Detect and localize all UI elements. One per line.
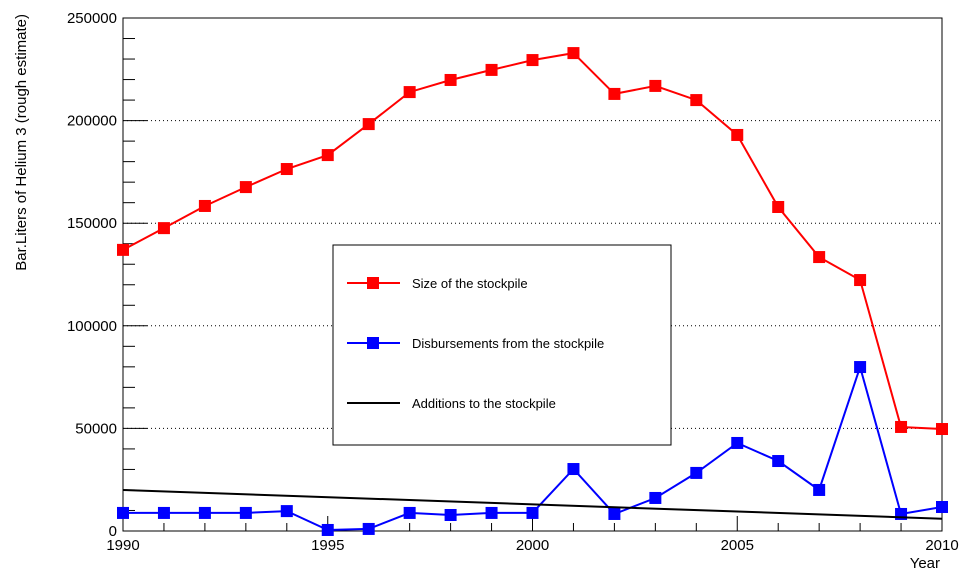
marker — [362, 522, 375, 535]
marker — [813, 251, 826, 264]
marker — [567, 47, 580, 60]
marker — [526, 54, 539, 67]
y-tick-label: 250000 — [67, 10, 117, 27]
marker — [895, 420, 908, 433]
x-tick-label: 1995 — [311, 537, 344, 554]
x-tick-label: 2000 — [516, 537, 549, 554]
x-tick-label: 1990 — [106, 537, 139, 554]
marker — [895, 507, 908, 520]
marker — [936, 500, 948, 513]
series-line — [122, 489, 943, 520]
legend-label: Disbursements from the stockpile — [412, 336, 604, 351]
marker — [239, 181, 252, 194]
marker — [321, 523, 334, 536]
marker — [690, 466, 703, 479]
marker — [813, 483, 826, 496]
marker — [444, 73, 457, 86]
marker — [157, 222, 170, 235]
marker — [772, 200, 785, 213]
marker — [608, 507, 621, 520]
marker — [280, 163, 293, 176]
marker — [198, 506, 211, 519]
marker — [362, 118, 375, 131]
marker — [731, 436, 744, 449]
marker — [608, 87, 621, 100]
y-tick-label: 200000 — [67, 113, 117, 130]
legend-marker — [367, 277, 379, 289]
marker — [649, 79, 662, 92]
marker — [854, 274, 867, 287]
y-tick-label: 0 — [109, 523, 117, 540]
marker — [117, 506, 129, 519]
y-tick-label: 50000 — [75, 420, 117, 437]
marker — [198, 199, 211, 212]
y-axis-label: Bar.Liters of Helium 3 (rough estimate) — [13, 14, 30, 271]
marker — [854, 361, 867, 374]
marker — [485, 506, 498, 519]
marker — [690, 94, 703, 107]
marker — [936, 423, 948, 436]
y-tick-label: 150000 — [67, 215, 117, 232]
marker — [526, 506, 539, 519]
marker — [239, 506, 252, 519]
marker — [567, 463, 580, 476]
marker — [280, 505, 293, 518]
x-tick-label: 2005 — [721, 537, 754, 554]
marker — [649, 491, 662, 504]
y-tick-label: 100000 — [67, 318, 117, 335]
marker — [117, 243, 129, 256]
marker — [157, 506, 170, 519]
marker — [403, 86, 416, 99]
marker — [321, 149, 334, 162]
legend-box — [332, 244, 672, 446]
legend-label: Size of the stockpile — [412, 276, 528, 291]
marker — [444, 508, 457, 521]
legend-marker — [367, 337, 379, 349]
marker — [485, 63, 498, 76]
x-axis-label: Year — [910, 555, 940, 572]
x-tick-label: 2010 — [925, 537, 958, 554]
marker — [772, 455, 785, 468]
marker — [403, 506, 416, 519]
legend-label: Additions to the stockpile — [412, 396, 556, 411]
marker — [731, 128, 744, 141]
